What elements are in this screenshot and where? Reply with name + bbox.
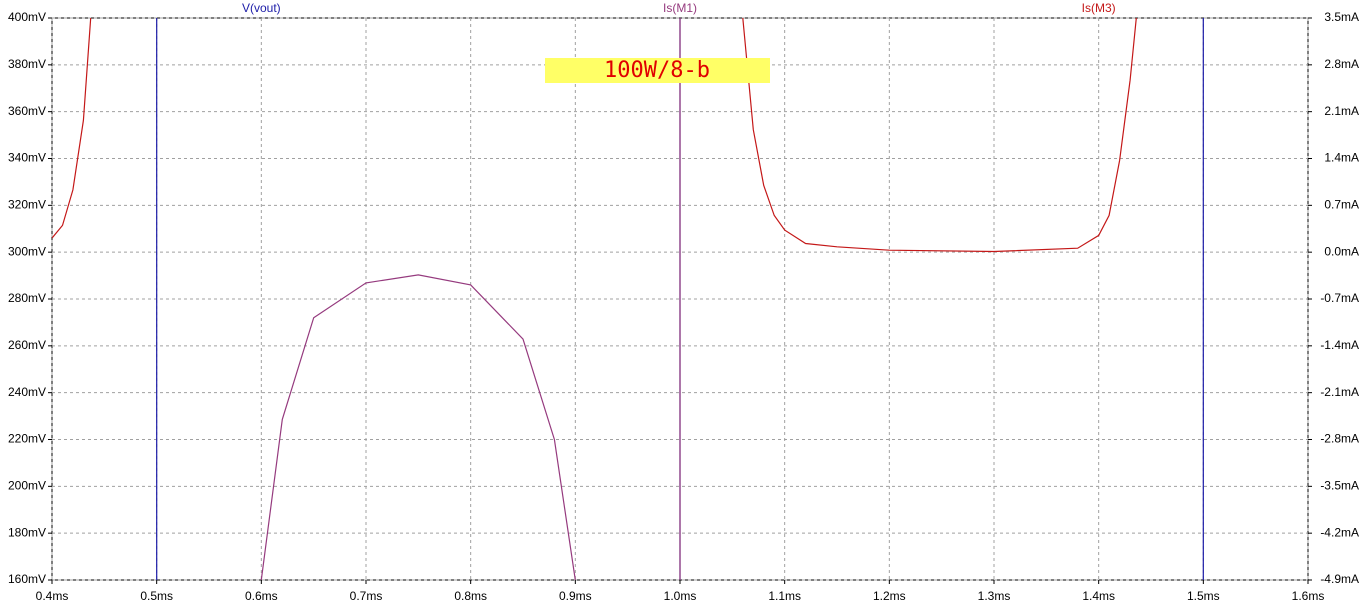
- legend-label: V(vout): [242, 1, 281, 15]
- x-tick-label: 1.2ms: [873, 589, 906, 603]
- annotation: 100W/8-b: [604, 58, 710, 83]
- y2-tick-label: 0.7mA: [1324, 198, 1359, 212]
- x-tick-label: 1.5ms: [1187, 589, 1220, 603]
- x-tick-label: 0.7ms: [350, 589, 383, 603]
- y-tick-label: 360mV: [8, 104, 46, 118]
- y2-tick-label: 2.8mA: [1324, 57, 1359, 71]
- y-tick-label: 380mV: [8, 57, 46, 71]
- y2-tick-label: -1.4mA: [1320, 338, 1359, 352]
- x-tick-label: 1.0ms: [664, 589, 697, 603]
- y-tick-label: 220mV: [8, 432, 46, 446]
- y-tick-label: 400mV: [8, 10, 46, 24]
- y-tick-label: 240mV: [8, 385, 46, 399]
- series-lines: [52, 18, 1204, 580]
- legend-label: Is(M3): [1082, 1, 1116, 15]
- y-tick-label: 200mV: [8, 479, 46, 493]
- x-tick-label: 0.4ms: [36, 589, 69, 603]
- series-line: [260, 18, 681, 580]
- x-tick-label: 1.3ms: [978, 589, 1011, 603]
- y2-tick-label: 1.4mA: [1324, 151, 1359, 165]
- x-tick-label: 0.8ms: [454, 589, 487, 603]
- x-tick-label: 1.6ms: [1292, 589, 1325, 603]
- y-tick-label: 300mV: [8, 244, 46, 258]
- y2-tick-label: -0.7mA: [1320, 291, 1359, 305]
- y-tick-label: 180mV: [8, 525, 46, 539]
- y-tick-label: 340mV: [8, 151, 46, 165]
- y2-tick-label: -2.8mA: [1320, 432, 1359, 446]
- y-tick-label: 160mV: [8, 572, 46, 586]
- x-tick-label: 1.1ms: [768, 589, 801, 603]
- y2-tick-label: 0.0mA: [1324, 244, 1359, 258]
- x-tick-label: 0.6ms: [245, 589, 278, 603]
- series-line: [52, 18, 1137, 253]
- legend-label: Is(M1): [663, 1, 697, 15]
- y2-tick-label: -3.5mA: [1320, 479, 1359, 493]
- x-tick-label: 1.4ms: [1082, 589, 1115, 603]
- y-tick-label: 320mV: [8, 198, 46, 212]
- y2-tick-label: -2.1mA: [1320, 385, 1359, 399]
- y2-tick-label: 2.1mA: [1324, 104, 1359, 118]
- y-tick-label: 280mV: [8, 291, 46, 305]
- y2-tick-label: -4.2mA: [1320, 525, 1359, 539]
- y2-tick-label: -4.9mA: [1320, 572, 1359, 586]
- x-tick-label: 0.9ms: [559, 589, 592, 603]
- y-tick-label: 260mV: [8, 338, 46, 352]
- y2-tick-label: 3.5mA: [1324, 10, 1359, 24]
- annotation-box: [545, 58, 770, 83]
- x-tick-label: 0.5ms: [140, 589, 173, 603]
